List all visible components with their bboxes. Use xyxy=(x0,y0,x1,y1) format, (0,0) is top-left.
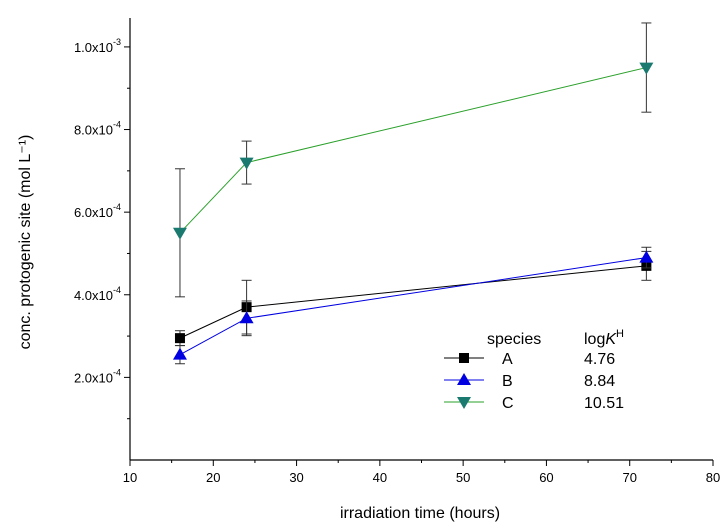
data-point-B xyxy=(239,311,254,324)
data-point-C xyxy=(172,227,187,240)
x-tick-label: 30 xyxy=(289,470,303,485)
legend-header-species: species xyxy=(487,331,541,348)
legend-label-B: B xyxy=(502,373,513,390)
series-B xyxy=(172,246,654,365)
y-axis: 2.0x10-44.0x10-46.0x10-48.0x10-41.0x10-3 xyxy=(74,37,130,420)
legend: species logKH A 4.76 B 8.84 C 10.51 xyxy=(444,328,624,412)
y-tick-mantissa: 4.0x10 xyxy=(74,288,113,303)
legend-header-k: K xyxy=(605,331,617,348)
y-tick-label: 8.0x10-4 xyxy=(74,120,121,138)
data-point-B xyxy=(172,347,187,360)
legend-marker-A xyxy=(459,353,469,363)
legend-label-C: C xyxy=(502,395,514,412)
data-point-A xyxy=(174,333,185,344)
legend-logk-B: 8.84 xyxy=(584,373,615,390)
y-tick-exponent: -3 xyxy=(113,37,121,47)
legend-logk-A: 4.76 xyxy=(584,351,615,368)
y-tick-label: 1.0x10-3 xyxy=(74,37,121,55)
series-layer xyxy=(172,22,654,365)
data-point-C xyxy=(239,157,254,170)
series-C xyxy=(172,22,654,298)
legend-header-log: log xyxy=(584,331,605,348)
y-tick-mantissa: 1.0x10 xyxy=(74,40,113,55)
y-tick-exponent: -4 xyxy=(113,120,121,130)
y-tick-exponent: -4 xyxy=(113,367,121,377)
y-tick-mantissa: 6.0x10 xyxy=(74,205,113,220)
legend-label-A: A xyxy=(502,351,513,368)
x-axis-title: irradiation time (hours) xyxy=(340,505,500,522)
x-tick-label: 50 xyxy=(456,470,470,485)
plot-area xyxy=(129,18,713,461)
y-tick-label: 6.0x10-4 xyxy=(74,202,121,220)
y-tick-label: 2.0x10-4 xyxy=(74,367,121,385)
legend-marker-B xyxy=(457,373,471,385)
series-line-C xyxy=(179,67,647,234)
y-axis-title: conc. protogenic site (mol L⁻¹) xyxy=(17,135,34,350)
x-tick-label: 40 xyxy=(373,470,387,485)
data-point-C xyxy=(639,62,654,75)
x-tick-label: 70 xyxy=(622,470,636,485)
x-tick-label: 20 xyxy=(206,470,220,485)
y-tick-exponent: -4 xyxy=(113,285,121,295)
x-axis: 10 20 30 40 50 60 70 80 xyxy=(123,460,720,485)
y-tick-exponent: -4 xyxy=(113,202,121,212)
legend-header-logk: logKH xyxy=(584,328,624,348)
x-tick-label: 80 xyxy=(706,470,720,485)
y-tick-label: 4.0x10-4 xyxy=(74,285,121,303)
data-point-B xyxy=(639,250,654,263)
x-tick-label: 10 xyxy=(123,470,137,485)
x-tick-label: 60 xyxy=(539,470,553,485)
y-tick-mantissa: 2.0x10 xyxy=(74,370,113,385)
legend-header-h: H xyxy=(616,328,624,340)
legend-logk-C: 10.51 xyxy=(584,395,624,412)
legend-marker-C xyxy=(457,397,471,409)
y-tick-mantissa: 8.0x10 xyxy=(74,123,113,138)
series-line-A xyxy=(179,265,647,339)
